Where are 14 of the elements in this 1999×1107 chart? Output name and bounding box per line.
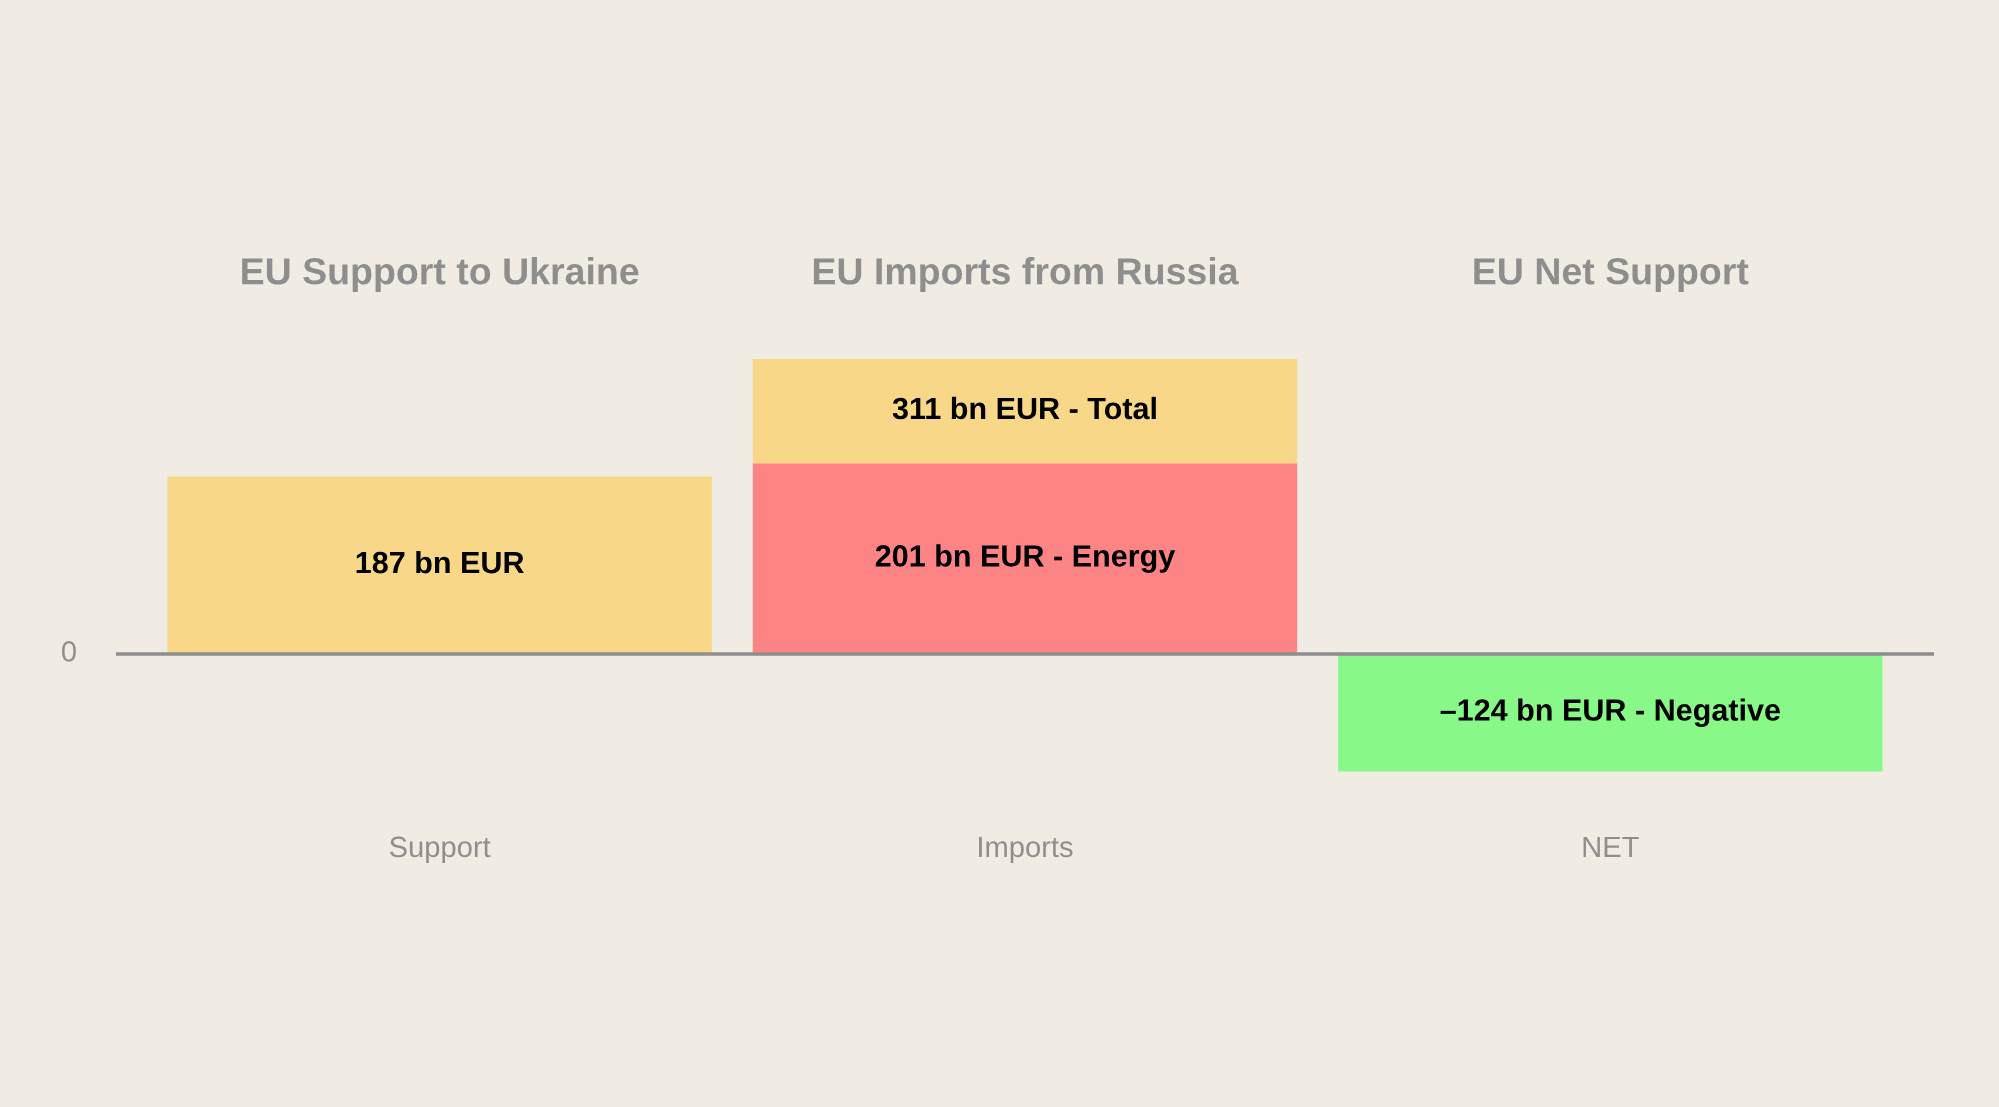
data-label: –124 bn EUR - Negative — [1440, 698, 1780, 728]
x-tick-label: NET — [1583, 836, 1639, 857]
data-label: 187 bn EUR — [356, 550, 524, 574]
text: 0 — [61, 641, 76, 662]
x-tick-label: Support — [389, 836, 491, 864]
text: EU Imports from Russia — [813, 257, 1239, 293]
bar — [752, 463, 1298, 654]
bar — [752, 358, 1298, 464]
data-label: 201 bn EUR - Energy — [875, 544, 1176, 573]
text: EU Net Support — [1474, 258, 1749, 293]
total-label: 311 bn EUR - Total — [892, 396, 1156, 420]
text: EU Support to Ukraine — [242, 257, 639, 293]
bar — [1338, 653, 1883, 772]
x-tick-label: Imports — [979, 836, 1073, 864]
